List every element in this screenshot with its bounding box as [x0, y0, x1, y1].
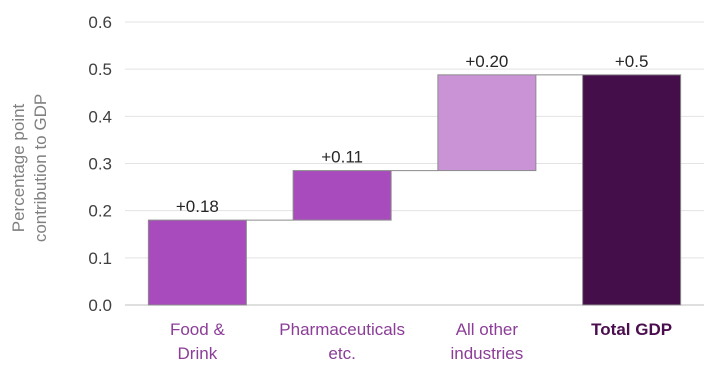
y-tick-label: 0.2 [88, 202, 112, 221]
x-category-label: industries [450, 344, 523, 363]
y-axis-label: Percentage point contribution to GDP [9, 94, 50, 242]
y-tick-label: 0.5 [88, 60, 112, 79]
x-category-label: Pharmaceuticals [279, 320, 405, 339]
x-category-label: Food & [170, 320, 225, 339]
x-category-label: etc. [328, 344, 355, 363]
data-label: +0.18 [176, 197, 219, 216]
y-tick-label: 0.1 [88, 249, 112, 268]
y-axis-label-line: Percentage point [9, 103, 28, 232]
bar [582, 74, 682, 306]
y-axis-ticks: 0.0 0.1 0.2 0.3 0.4 0.5 0.6 [88, 13, 112, 315]
y-axis-label-line: contribution to GDP [31, 94, 50, 242]
y-tick-label: 0.0 [88, 296, 112, 315]
bar [292, 170, 392, 221]
x-category-label: Drink [178, 344, 218, 363]
data-labels: +0.18 +0.11 +0.20 +0.5 [176, 52, 649, 216]
x-axis-categories: Food & Drink Pharmaceuticals etc. All other i… [170, 320, 672, 363]
data-label: +0.20 [465, 52, 508, 71]
y-tick-label: 0.6 [88, 13, 112, 32]
connectors [246, 74, 583, 221]
bar [437, 74, 537, 172]
data-label: +0.11 [321, 148, 363, 167]
data-label: +0.5 [615, 52, 649, 71]
bars [147, 74, 682, 306]
bar [147, 219, 247, 306]
y-tick-label: 0.3 [88, 155, 112, 174]
x-category-label: Total GDP [591, 320, 672, 339]
y-tick-label: 0.4 [88, 107, 112, 126]
x-category-label: All other [456, 320, 519, 339]
